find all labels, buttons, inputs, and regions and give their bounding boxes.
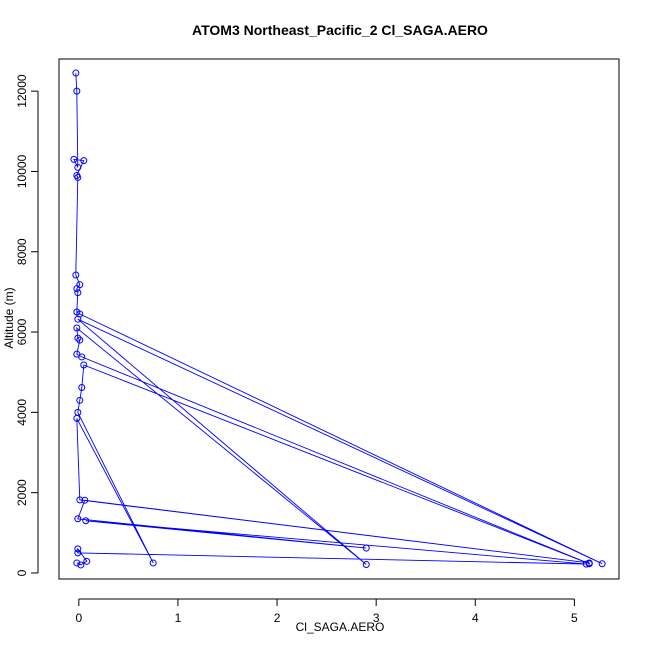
data-point bbox=[74, 163, 82, 171]
x-tick-label: 3 bbox=[373, 611, 380, 625]
data-point bbox=[149, 559, 157, 567]
data-point bbox=[72, 271, 80, 279]
data-point bbox=[80, 361, 88, 369]
y-tick-label: 10000 bbox=[15, 154, 29, 188]
data-point bbox=[362, 561, 370, 569]
data-point bbox=[73, 285, 81, 293]
data-point bbox=[74, 549, 82, 557]
y-tick-label: 8000 bbox=[15, 238, 29, 265]
data-point bbox=[70, 155, 78, 163]
y-tick-label: 2000 bbox=[15, 479, 29, 506]
data-point bbox=[76, 496, 84, 504]
data-point bbox=[73, 87, 81, 95]
data-point bbox=[598, 560, 606, 568]
y-axis: 0 2000 4000 6000 8000 10000 12000 bbox=[15, 74, 39, 576]
x-axis-label: Cl_SAGA.AERO bbox=[296, 620, 385, 634]
data-point bbox=[73, 324, 81, 332]
data-point bbox=[74, 515, 82, 523]
data-point bbox=[78, 383, 86, 391]
y-axis-label: Altitude (m) bbox=[2, 287, 16, 348]
x-tick-label: 2 bbox=[274, 611, 281, 625]
data-point bbox=[76, 336, 84, 344]
data-point bbox=[73, 559, 81, 567]
data-point bbox=[83, 557, 91, 565]
y-tick-label: 12000 bbox=[15, 74, 29, 108]
y-tick-label: 6000 bbox=[15, 318, 29, 345]
plot-frame bbox=[58, 58, 620, 580]
data-point bbox=[74, 315, 82, 323]
data-point bbox=[74, 334, 82, 342]
data-point bbox=[73, 414, 81, 422]
data-point bbox=[74, 289, 82, 297]
data-point bbox=[74, 545, 82, 553]
x-tick-label: 5 bbox=[571, 611, 578, 625]
data-point bbox=[72, 69, 80, 77]
y-tick-label: 4000 bbox=[15, 399, 29, 426]
series-points bbox=[70, 69, 606, 569]
chart-title: ATOM3 Northeast_Pacific_2 Cl_SAGA.AERO bbox=[192, 22, 488, 38]
data-point bbox=[81, 496, 89, 504]
data-point bbox=[80, 157, 88, 165]
data-point bbox=[74, 173, 82, 181]
x-tick-label: 0 bbox=[75, 611, 82, 625]
data-point bbox=[78, 353, 86, 361]
data-point bbox=[77, 561, 85, 569]
y-tick-label: 0 bbox=[15, 569, 29, 576]
x-axis: 0 1 2 3 4 5 bbox=[75, 598, 578, 625]
series-line bbox=[73, 73, 603, 566]
data-point bbox=[582, 560, 590, 568]
x-tick-label: 1 bbox=[175, 611, 182, 625]
data-point bbox=[82, 517, 90, 525]
data-point bbox=[362, 544, 370, 552]
series-path bbox=[73, 73, 603, 566]
x-tick-label: 4 bbox=[472, 611, 479, 625]
data-point bbox=[76, 396, 84, 404]
